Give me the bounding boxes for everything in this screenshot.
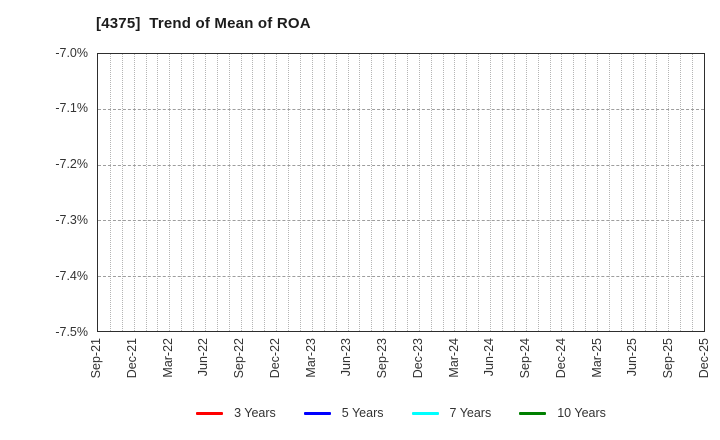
vertical-gridline [668,54,670,331]
legend-label: 10 Years [557,406,606,420]
y-tick-label: -7.0% [55,45,88,60]
legend-item: 3 Years [196,406,276,420]
vertical-gridline [264,54,266,331]
x-tick-label: Sep-23 [375,338,390,379]
x-tick-label: Dec-23 [410,338,425,379]
vertical-gridline [656,54,658,331]
legend-item: 5 Years [303,406,384,420]
vertical-gridline [371,54,373,331]
chart-title: [4375] Trend of Mean of ROA [96,15,311,32]
vertical-gridline [549,54,551,331]
vertical-gridline [228,54,230,331]
vertical-gridline [323,54,325,331]
x-tick-label: Mar-23 [303,338,318,378]
y-tick-label: -7.2% [55,157,88,172]
vertical-gridline [193,54,195,331]
vertical-gridline [359,54,361,331]
vertical-gridline [311,54,313,331]
vertical-gridline [502,54,503,331]
vertical-gridline [276,54,278,331]
vertical-gridline [335,54,337,331]
vertical-gridline [383,54,385,331]
vertical-gridline [478,54,480,331]
legend: 3 Years 5 Years 7 Years 10 Years [97,406,705,420]
vertical-gridline [204,54,206,331]
horizontal-gridline [98,164,704,166]
x-tick-label: Mar-24 [446,338,461,378]
vertical-gridline [133,54,135,331]
x-tick-label: Sep-22 [232,338,247,379]
x-tick-label: Mar-22 [160,338,175,378]
vertical-gridline [620,54,622,331]
x-tick-label: Sep-21 [89,338,103,379]
vertical-gridline [561,54,563,331]
vertical-gridline [169,54,171,331]
legend-label: 5 Years [341,406,384,420]
x-tick-label: Mar-25 [589,338,604,378]
vertical-gridline [680,54,682,331]
horizontal-gridline [98,275,704,277]
vertical-gridline [145,54,147,331]
x-tick-label: Dec-21 [124,338,139,379]
vertical-gridline [418,54,420,331]
legend-label: 7 Years [449,406,492,420]
vertical-gridline [597,54,599,331]
x-tick-label: Jun-25 [625,338,640,377]
vertical-gridline [406,54,408,331]
x-tick-label: Sep-24 [518,338,533,379]
vertical-gridline [525,54,527,331]
vertical-gridline [109,54,111,331]
vertical-gridline [608,54,610,331]
vertical-gridline [490,54,492,331]
x-tick-label: Dec-22 [267,338,282,379]
y-tick-label: -7.4% [55,268,88,283]
vertical-gridline [181,54,183,331]
vertical-gridline [288,54,290,331]
x-tick-label: Sep-25 [661,338,676,379]
legend-line-swatch [519,411,547,415]
vertical-gridline [157,54,159,331]
vertical-gridline [585,54,587,331]
vertical-gridline [347,54,349,331]
vertical-gridline [537,54,539,331]
vertical-gridline [573,54,575,331]
vertical-gridline [442,54,444,331]
vertical-gridline [252,54,254,331]
legend-line-swatch [303,411,331,415]
vertical-gridline [430,54,432,331]
vertical-gridline [395,54,397,331]
vertical-gridline [454,54,456,331]
y-tick-label: -7.1% [55,101,88,116]
legend-line-swatch [196,411,224,415]
y-tick-label: -7.5% [55,324,88,339]
legend-item: 10 Years [519,406,606,420]
vertical-gridline [300,54,301,331]
vertical-gridline [513,54,515,331]
x-tick-label: Jun-24 [482,338,497,377]
legend-line-swatch [411,411,439,415]
vertical-gridline [121,54,123,331]
vertical-gridline [466,54,468,331]
legend-item: 7 Years [411,406,492,420]
x-tick-label: Jun-22 [196,338,211,377]
horizontal-gridline [98,220,704,222]
plot-area [97,53,705,332]
x-tick-label: Dec-24 [553,338,568,379]
vertical-gridline [632,54,634,331]
vertical-gridline [644,54,646,331]
x-tick-label: Dec-25 [697,338,711,379]
legend-label: 3 Years [234,406,276,420]
horizontal-gridline [98,109,704,111]
vertical-gridline [240,54,242,331]
vertical-gridline [692,54,694,331]
y-tick-label: -7.3% [55,212,88,227]
vertical-gridline [216,54,218,331]
x-tick-label: Jun-23 [339,338,354,377]
